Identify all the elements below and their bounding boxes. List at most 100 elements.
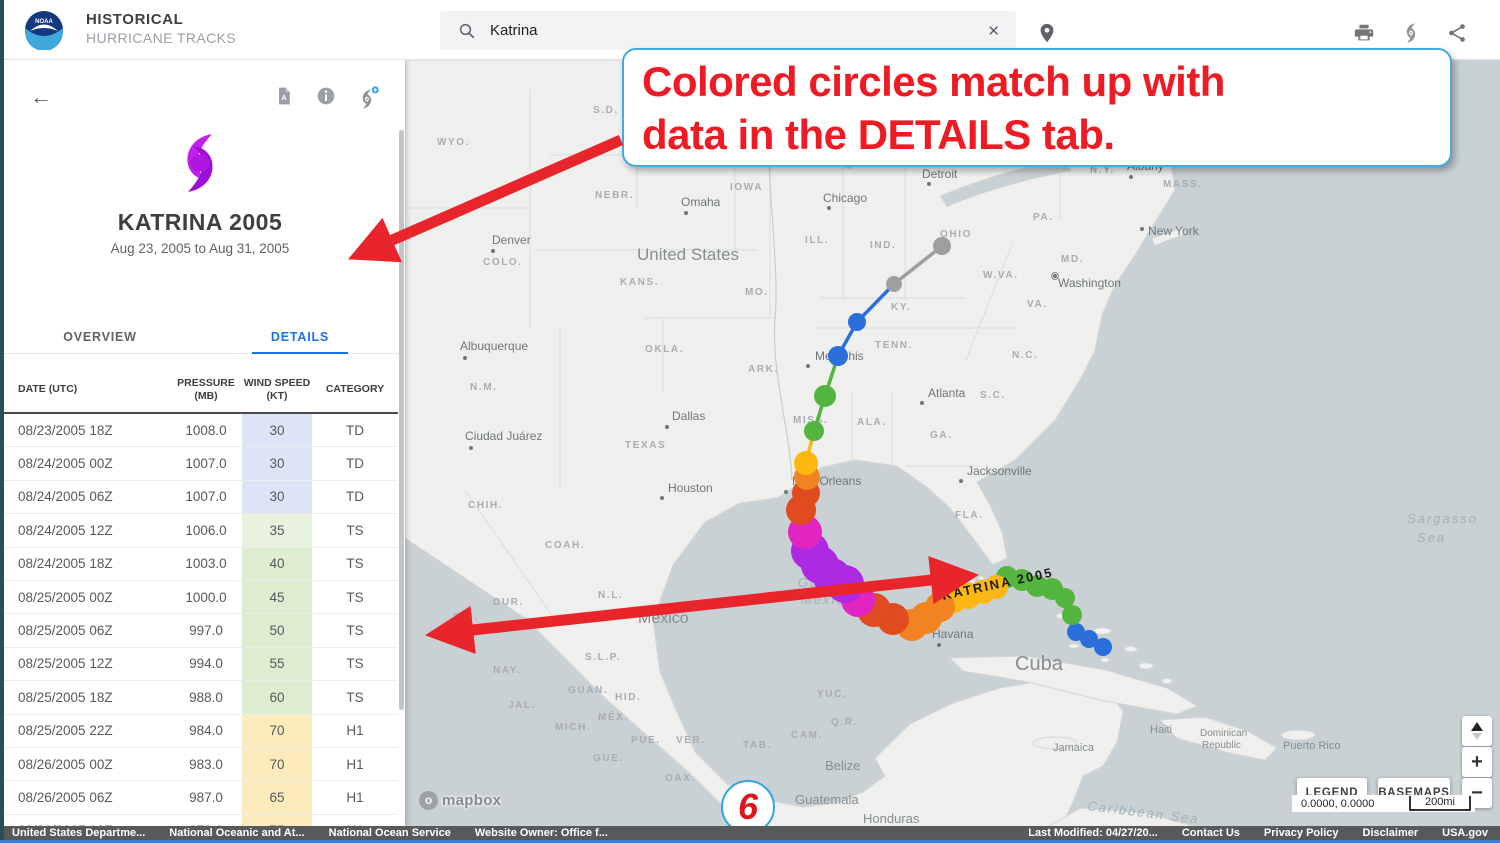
footer-link[interactable]: USA.gov (1442, 827, 1488, 839)
clear-search-icon[interactable]: ✕ (987, 22, 1000, 40)
pressure-cell: 1007.0 (185, 489, 227, 505)
tab-details[interactable]: DETAILS (200, 322, 400, 354)
track-point-ts[interactable] (814, 385, 836, 407)
table-row[interactable]: 08/25/2005 12Z 994.0 55 TS (0, 647, 398, 682)
search-input[interactable] (490, 22, 988, 39)
compass-button[interactable] (1462, 716, 1492, 746)
zoom-in-button[interactable]: + (1462, 747, 1492, 777)
wind-speed-cell: 30 (242, 414, 312, 447)
footer-link[interactable]: National Oceanic and At... (169, 827, 305, 839)
footer-link[interactable]: United States Departme... (12, 827, 146, 839)
table-row[interactable]: 08/26/2005 00Z 983.0 70 H1 (0, 747, 398, 782)
city-dot (827, 206, 831, 210)
date-cell: 08/25/2005 00Z (18, 589, 113, 605)
category-cell: TS (346, 556, 364, 572)
pressure-cell: 1006.0 (185, 522, 227, 538)
add-storm-icon[interactable] (356, 86, 380, 110)
footer-link[interactable]: Privacy Policy (1263, 827, 1339, 839)
footer-link[interactable]: Last Modified: 04/27/20... (1028, 827, 1158, 839)
city-dot (684, 211, 688, 215)
location-pin-icon[interactable] (1036, 22, 1058, 44)
state-label: MD. (1061, 254, 1084, 265)
frame-edge-left (0, 0, 4, 843)
category-cell: H1 (346, 756, 364, 772)
pressure-cell: 997.0 (189, 623, 223, 639)
category-cell: TS (346, 522, 364, 538)
track-point-td[interactable] (1067, 623, 1085, 641)
track-point-ts[interactable] (804, 421, 824, 441)
hurricane-icon[interactable] (1400, 22, 1422, 44)
state-label: GUAN. (568, 685, 608, 696)
table-row[interactable]: 08/24/2005 18Z 1003.0 40 TS (0, 547, 398, 581)
state-label: PUE. (631, 735, 661, 746)
table-row[interactable]: 08/25/2005 06Z 997.0 50 TS (0, 614, 398, 648)
track-point-ex[interactable] (886, 276, 902, 292)
track-point-td[interactable] (828, 346, 848, 366)
track-point-td[interactable] (1094, 638, 1112, 656)
state-label: SIN. (453, 612, 479, 623)
tab-overview[interactable]: OVERVIEW (63, 330, 137, 344)
footer-link[interactable]: Website Owner: Office f... (474, 827, 608, 839)
pressure-cell: 984.0 (189, 723, 223, 739)
map-land-jamaica (1032, 736, 1078, 750)
city-label: Washington (1058, 276, 1121, 290)
map-land-cuba (948, 655, 1199, 715)
table-row[interactable]: 08/24/2005 06Z 1007.0 30 TD (0, 480, 398, 515)
state-label: COAH. (545, 540, 585, 551)
category-cell: TD (346, 456, 364, 472)
storm-search[interactable]: ✕ (440, 11, 1016, 50)
track-point-ts[interactable] (1062, 605, 1082, 625)
category-cell: TD (346, 489, 364, 505)
track-point-ex[interactable] (933, 237, 951, 255)
details-table: DATE (UTC) PRESSURE (MB) WIND SPEED (KT) CATE… (0, 368, 398, 843)
wind-speed-cell: 40 (242, 547, 312, 580)
city-dot (937, 643, 941, 647)
wind-speed-cell: 30 (242, 480, 312, 514)
step-number-badge: 6 (721, 780, 775, 834)
region-label: Republic (1202, 740, 1241, 751)
city-label: Denver (492, 233, 531, 247)
table-row[interactable]: 08/24/2005 00Z 1007.0 30 TD (0, 447, 398, 481)
sidebar-scrollbar[interactable] (399, 130, 404, 710)
date-cell: 08/24/2005 06Z (18, 489, 113, 505)
table-row[interactable]: 08/24/2005 12Z 1006.0 35 TS (0, 514, 398, 548)
state-label: CHIH. (468, 500, 503, 511)
date-cell: 08/24/2005 00Z (18, 456, 113, 472)
info-icon[interactable] (316, 86, 336, 106)
back-arrow-icon[interactable]: ← (30, 84, 52, 109)
category-cell: H1 (346, 789, 364, 805)
category-cell: H1 (346, 723, 364, 739)
tab-details-label: DETAILS (270, 330, 330, 344)
table-row[interactable]: 08/23/2005 18Z 1008.0 30 TD (0, 414, 398, 448)
table-row[interactable]: 08/25/2005 22Z 984.0 70 H1 (0, 714, 398, 748)
table-column-header: DATE (UTC) (18, 383, 78, 396)
table-row[interactable]: 08/25/2005 00Z 1000.0 45 TS (0, 580, 398, 615)
city-dot (665, 425, 669, 429)
city-dot (660, 496, 664, 500)
mapbox-attribution[interactable]: o mapbox (419, 791, 501, 810)
storm-detail-panel: ← A KATRINA 2005 (0, 60, 405, 843)
table-row[interactable]: 08/26/2005 06Z 987.0 65 H1 (0, 781, 398, 815)
state-label: COLO. (483, 257, 523, 268)
date-cell: 08/26/2005 06Z (18, 789, 113, 805)
share-icon[interactable] (1446, 22, 1468, 44)
storm-dates: Aug 23, 2005 to Aug 31, 2005 (110, 241, 290, 256)
date-cell: 08/25/2005 18Z (18, 689, 113, 705)
track-point-h1[interactable] (794, 451, 818, 475)
state-label: MO. (745, 287, 769, 298)
table-column-header: WIND SPEED (KT) (243, 376, 311, 402)
state-label: Q.R. (831, 717, 858, 728)
state-label: TEXAS (625, 440, 666, 451)
footer-link[interactable]: Contact Us (1181, 827, 1240, 839)
map-canvas[interactable]: WYO. S.D. NEBR. IOWA COLO. KANS. MO. OKLA. ARK. N… (404, 59, 1500, 829)
city-dot (1140, 227, 1144, 231)
app-title-line2: HURRICANE TRACKS (86, 29, 237, 46)
pdf-export-icon[interactable]: A (274, 86, 294, 106)
pressure-cell: 994.0 (189, 656, 223, 672)
date-cell: 08/24/2005 18Z (18, 556, 113, 572)
footer-link[interactable]: National Ocean Service (328, 827, 451, 839)
table-row[interactable]: 08/25/2005 18Z 988.0 60 TS (0, 681, 398, 715)
printer-icon[interactable] (1353, 22, 1375, 44)
footer-link[interactable]: Disclaimer (1362, 827, 1419, 839)
track-point-td[interactable] (848, 313, 866, 331)
